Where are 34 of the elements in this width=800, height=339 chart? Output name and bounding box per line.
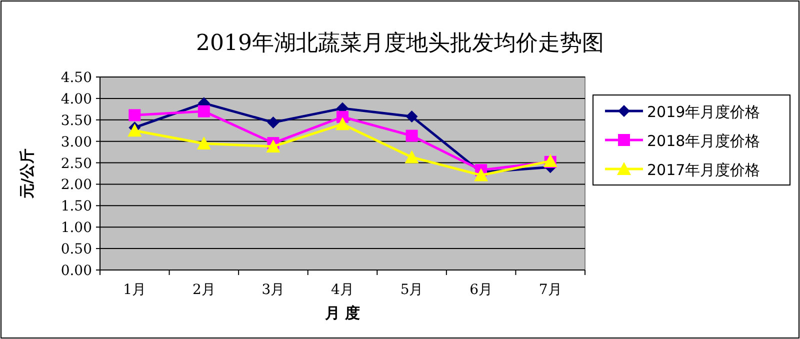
point [474, 168, 488, 182]
y-axis-title: 元/公斤 [18, 148, 36, 200]
point [336, 117, 350, 130]
legend-label: 2018年月度价格 [647, 132, 760, 150]
y-tick-label: 4.50 [60, 70, 92, 86]
point [128, 109, 141, 122]
point [404, 150, 419, 164]
x-axis-title: 月 度 [324, 304, 360, 322]
legend-label: 2017年月度价格 [647, 161, 760, 179]
y-tick-label: 1.00 [60, 220, 92, 236]
point [406, 130, 418, 142]
x-tick-label: 7月 [538, 282, 562, 298]
y-tick-label: 2.00 [60, 177, 92, 194]
point [267, 116, 280, 128]
x-tick-label: 4月 [331, 282, 354, 298]
y-tick-label: 1.50 [60, 198, 92, 215]
point [266, 139, 280, 152]
x-tick-label: 2月 [192, 282, 216, 298]
x-tick-label: 3月 [262, 282, 285, 298]
y-tick-label: 0.00 [60, 263, 92, 279]
chart-title: 2019年湖北蔬菜月度地头批发均价走势图 [196, 31, 604, 56]
point [406, 110, 418, 122]
point [198, 105, 210, 118]
y-tick-label: 0.50 [60, 242, 92, 258]
x-tick-label: 6月 [470, 282, 493, 298]
point [196, 136, 211, 150]
x-tick-label: 5月 [400, 282, 424, 298]
point [128, 124, 142, 137]
y-tick-label: 4.00 [60, 91, 92, 108]
legend-label: 2019年月度价格 [647, 103, 760, 121]
y-tick-label: 3.00 [60, 134, 92, 150]
y-tick-label: 2.50 [60, 156, 92, 172]
y-tick-label: 3.50 [60, 112, 92, 129]
x-tick-label: 1月 [123, 282, 146, 298]
